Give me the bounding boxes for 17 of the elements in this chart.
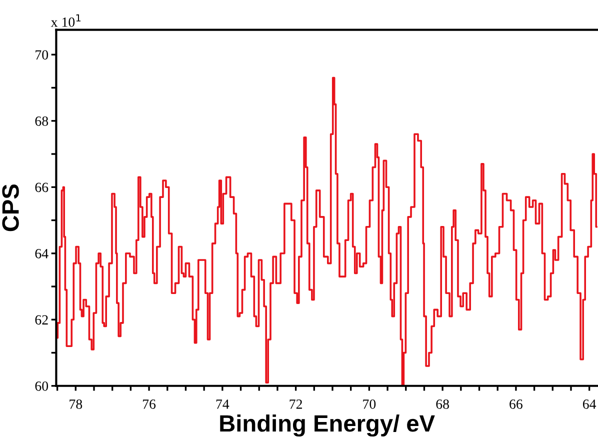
x-tick-label: 70 [363,399,376,409]
y-axis-title: CPS [2,184,19,232]
x-tick-label: 74 [216,400,230,409]
x-tick-label: 68 [436,399,449,409]
y-tick-label: 70 [36,50,48,60]
y-tick-label: 60 [35,381,48,391]
y-tick-label: 68 [35,116,48,126]
y-tick-label: 62 [35,315,48,325]
x-tick-label: 66 [510,400,522,409]
x-tick-label: 76 [143,400,156,409]
y-tick-label: 64 [35,249,48,258]
y-tick-label: 66 [35,182,48,192]
text: x 10$^{1}$ [50,14,81,27]
x-tick-label: 72 [290,400,302,409]
x-tick-label: 64 [582,400,596,409]
x-tick-label: 78 [70,399,82,409]
x-axis-title: Binding Energy/ eV [220,414,435,437]
